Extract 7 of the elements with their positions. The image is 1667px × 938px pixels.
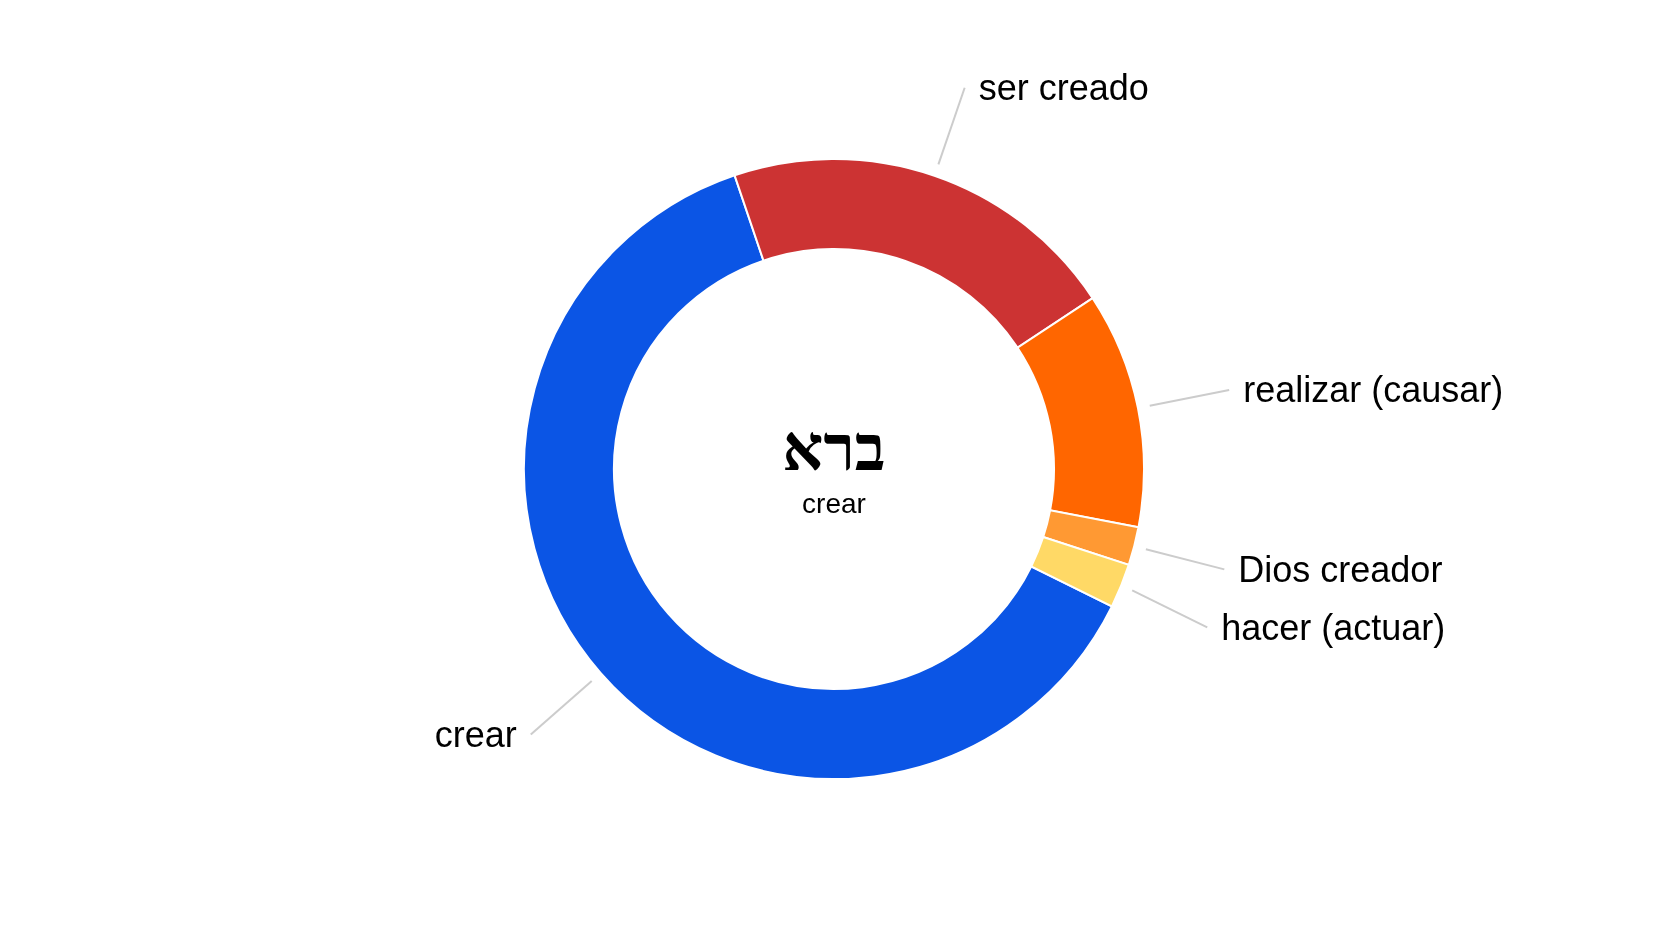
- slice-label: ser creado: [978, 67, 1149, 109]
- slice-label: realizar (causar): [1243, 369, 1504, 411]
- text: ברא: [782, 409, 886, 485]
- slice-label: crear: [434, 713, 517, 755]
- slice-label: hacer (actuar): [1221, 606, 1446, 648]
- text: crear: [802, 487, 866, 519]
- slice-label: Dios creador: [1238, 548, 1443, 590]
